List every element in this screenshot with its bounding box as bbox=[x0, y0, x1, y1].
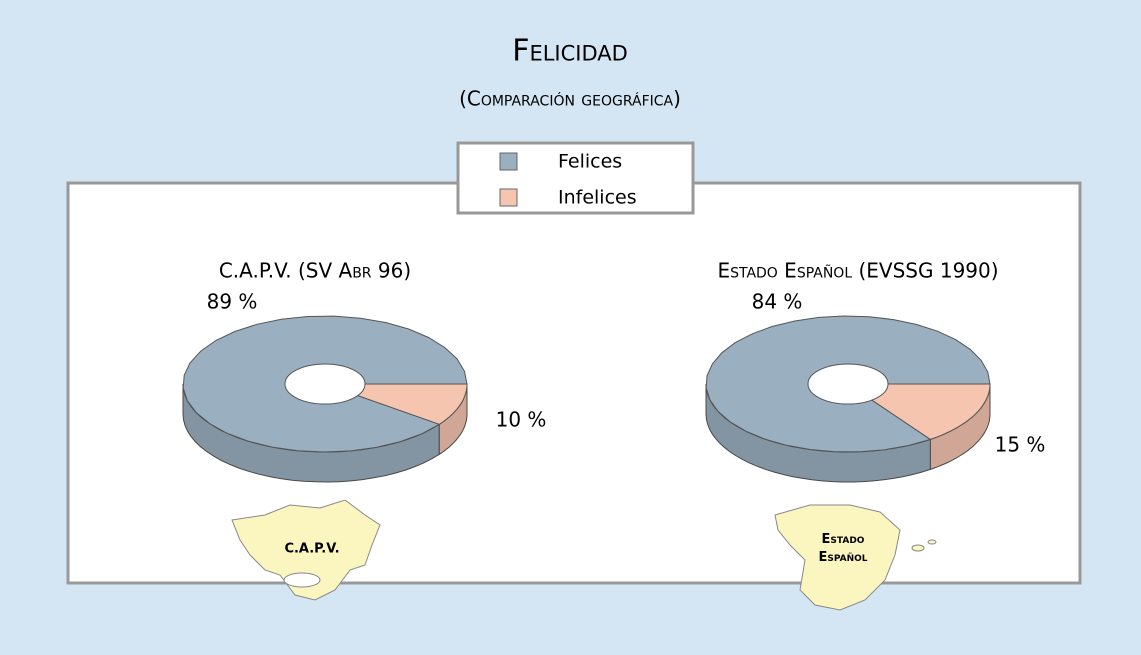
map-label: C.A.P.V. bbox=[284, 542, 339, 557]
map-detail bbox=[927, 539, 937, 545]
data-label: 89 % bbox=[207, 290, 258, 314]
legend-label: Infelices bbox=[558, 187, 637, 209]
map-shape bbox=[231, 499, 381, 601]
data-label: 15 % bbox=[995, 433, 1046, 457]
pie-title: C.A.P.V. (SV Abr 96) bbox=[219, 259, 411, 283]
slice bbox=[846, 383, 991, 440]
map-spain bbox=[774, 504, 937, 611]
map-detail bbox=[911, 544, 925, 552]
legend-swatch bbox=[499, 152, 518, 171]
donut-hole bbox=[807, 363, 889, 405]
legend-label: Felices bbox=[558, 151, 622, 173]
legend bbox=[456, 141, 695, 215]
pie-title: Estado Español (EVSSG 1990) bbox=[717, 259, 998, 283]
map-label: Estado Español bbox=[818, 532, 867, 565]
map-shape bbox=[774, 504, 901, 611]
map-capv bbox=[231, 499, 381, 601]
slice bbox=[324, 383, 468, 425]
map-detail bbox=[283, 572, 321, 588]
legend-swatch bbox=[499, 188, 518, 207]
chart-title: Felicidad bbox=[512, 34, 628, 69]
donut-hole bbox=[284, 363, 366, 405]
chart-subtitle: (Comparación geográfica) bbox=[459, 87, 681, 111]
data-label: 84 % bbox=[752, 290, 803, 314]
data-label: 10 % bbox=[496, 408, 547, 432]
